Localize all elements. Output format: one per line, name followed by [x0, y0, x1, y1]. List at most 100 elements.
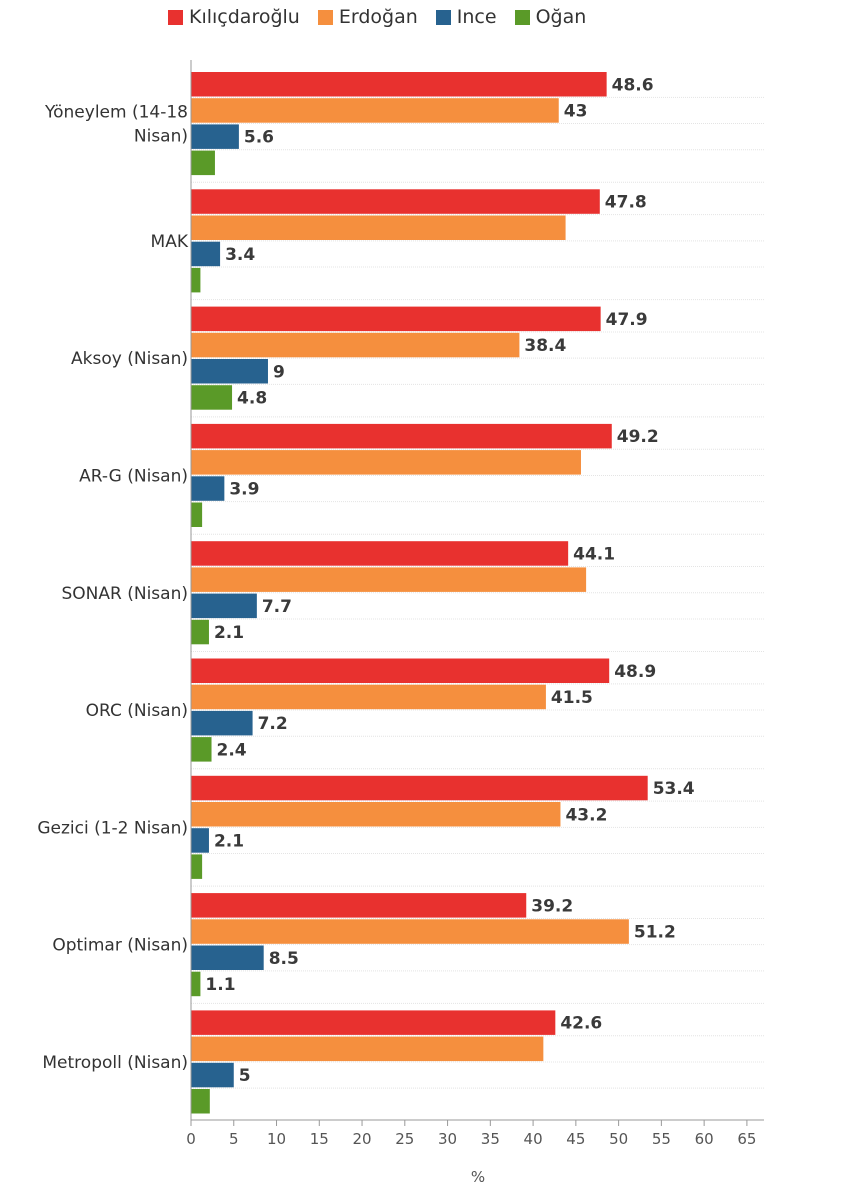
x-tick-label: 20 [352, 1130, 371, 1148]
category-label: Metropoll (Nisan) [42, 1053, 188, 1073]
x-tick-label: 60 [695, 1130, 714, 1148]
data-label: 47.8 [605, 193, 647, 213]
legend-label: Ince [456, 6, 497, 28]
legend-swatch [168, 9, 183, 25]
data-label: 43.2 [565, 805, 607, 825]
data-label: 38.4 [524, 336, 566, 356]
bar [191, 737, 212, 762]
category-label: ORC (Nisan) [86, 701, 188, 721]
data-label: 5 [239, 1066, 251, 1086]
x-tick-label: 5 [229, 1130, 239, 1148]
data-label: 3.4 [225, 245, 255, 265]
bar [191, 919, 629, 944]
bar [191, 567, 587, 592]
data-label: 9 [273, 362, 285, 382]
bar [191, 306, 601, 332]
x-tick-label: 65 [737, 1130, 756, 1148]
legend-item[interactable]: Oğan [514, 6, 587, 28]
x-tick-label: 40 [524, 1130, 543, 1148]
bar [191, 854, 203, 879]
bar [191, 423, 612, 449]
bar [191, 1036, 544, 1062]
bar [191, 385, 233, 410]
x-tick-label: 50 [609, 1130, 628, 1148]
category-label: Optimar (Nisan) [52, 936, 188, 956]
legend-label: Erdoğan [338, 6, 418, 28]
data-label: 8.5 [269, 949, 299, 969]
bar [191, 893, 527, 918]
data-label: 51.2 [634, 923, 676, 943]
x-tick-label: 0 [186, 1130, 196, 1148]
category-label: Aksoy (Nisan) [71, 349, 188, 369]
category-label: Yöneylem (14-18 [44, 103, 188, 123]
bar [191, 1010, 556, 1035]
legend-label: Kılıçdaroğlu [189, 6, 300, 28]
bar [191, 1062, 234, 1088]
data-label: 44.1 [573, 544, 615, 564]
bar [191, 971, 201, 997]
x-tick-label: 55 [652, 1130, 671, 1148]
data-label: 7.2 [258, 714, 288, 734]
bar [191, 215, 566, 240]
legend-item[interactable]: Kılıçdaroğlu [168, 6, 300, 28]
x-tick-label: 35 [481, 1130, 500, 1148]
legend-item[interactable]: Ince [435, 6, 497, 28]
x-tick-label: 30 [438, 1130, 457, 1148]
chart-legend: Kılıçdaroğlu Erdoğan Ince Oğan [168, 4, 604, 30]
bar [191, 267, 201, 293]
data-label: 5.6 [244, 128, 274, 148]
data-label: 2.1 [214, 623, 244, 643]
bar [191, 450, 581, 475]
bar [191, 802, 561, 827]
data-label: 48.6 [612, 75, 654, 95]
legend-label: Oğan [535, 6, 587, 28]
data-label: 43 [564, 101, 588, 121]
bar [191, 684, 546, 710]
bar [191, 241, 221, 267]
data-label: 49.2 [617, 427, 659, 447]
bar [191, 150, 215, 176]
legend-swatch [317, 9, 333, 25]
legend-swatch [514, 9, 530, 25]
data-label: 3.9 [229, 480, 259, 500]
data-label: 7.7 [262, 597, 292, 617]
bar [191, 593, 257, 619]
bar [191, 359, 268, 384]
category-label: Nisan) [134, 127, 188, 147]
bar [191, 476, 225, 501]
data-label: 4.8 [237, 388, 267, 408]
x-tick-label: 15 [310, 1130, 329, 1148]
data-label: 1.1 [205, 975, 235, 995]
bar [191, 775, 648, 801]
data-label: 2.4 [217, 740, 247, 760]
x-axis-title: % [471, 1168, 485, 1186]
bar [191, 945, 264, 970]
legend-swatch [435, 9, 451, 25]
legend-item[interactable]: Erdoğan [317, 6, 418, 28]
bar [191, 332, 520, 358]
bar [191, 710, 253, 736]
bar [191, 828, 209, 853]
category-label: SONAR (Nisan) [62, 584, 189, 604]
bar [191, 124, 239, 149]
bar [191, 541, 569, 566]
category-label: MAK [151, 232, 189, 252]
data-label: 47.9 [606, 310, 648, 330]
bar [191, 1089, 210, 1114]
data-label: 39.2 [531, 896, 573, 916]
data-label: 53.4 [653, 779, 695, 799]
data-label: 2.1 [214, 831, 244, 851]
x-tick-label: 10 [267, 1130, 286, 1148]
bar [191, 72, 607, 97]
category-label: AR-G (Nisan) [79, 466, 188, 486]
data-label: 41.5 [551, 688, 593, 708]
bar [191, 619, 209, 645]
x-tick-label: 45 [566, 1130, 585, 1148]
bar [191, 189, 600, 214]
bar [191, 658, 610, 683]
x-tick-label: 25 [395, 1130, 414, 1148]
data-label: 42.6 [560, 1014, 602, 1034]
data-label: 48.9 [614, 662, 656, 682]
bar [191, 98, 559, 123]
